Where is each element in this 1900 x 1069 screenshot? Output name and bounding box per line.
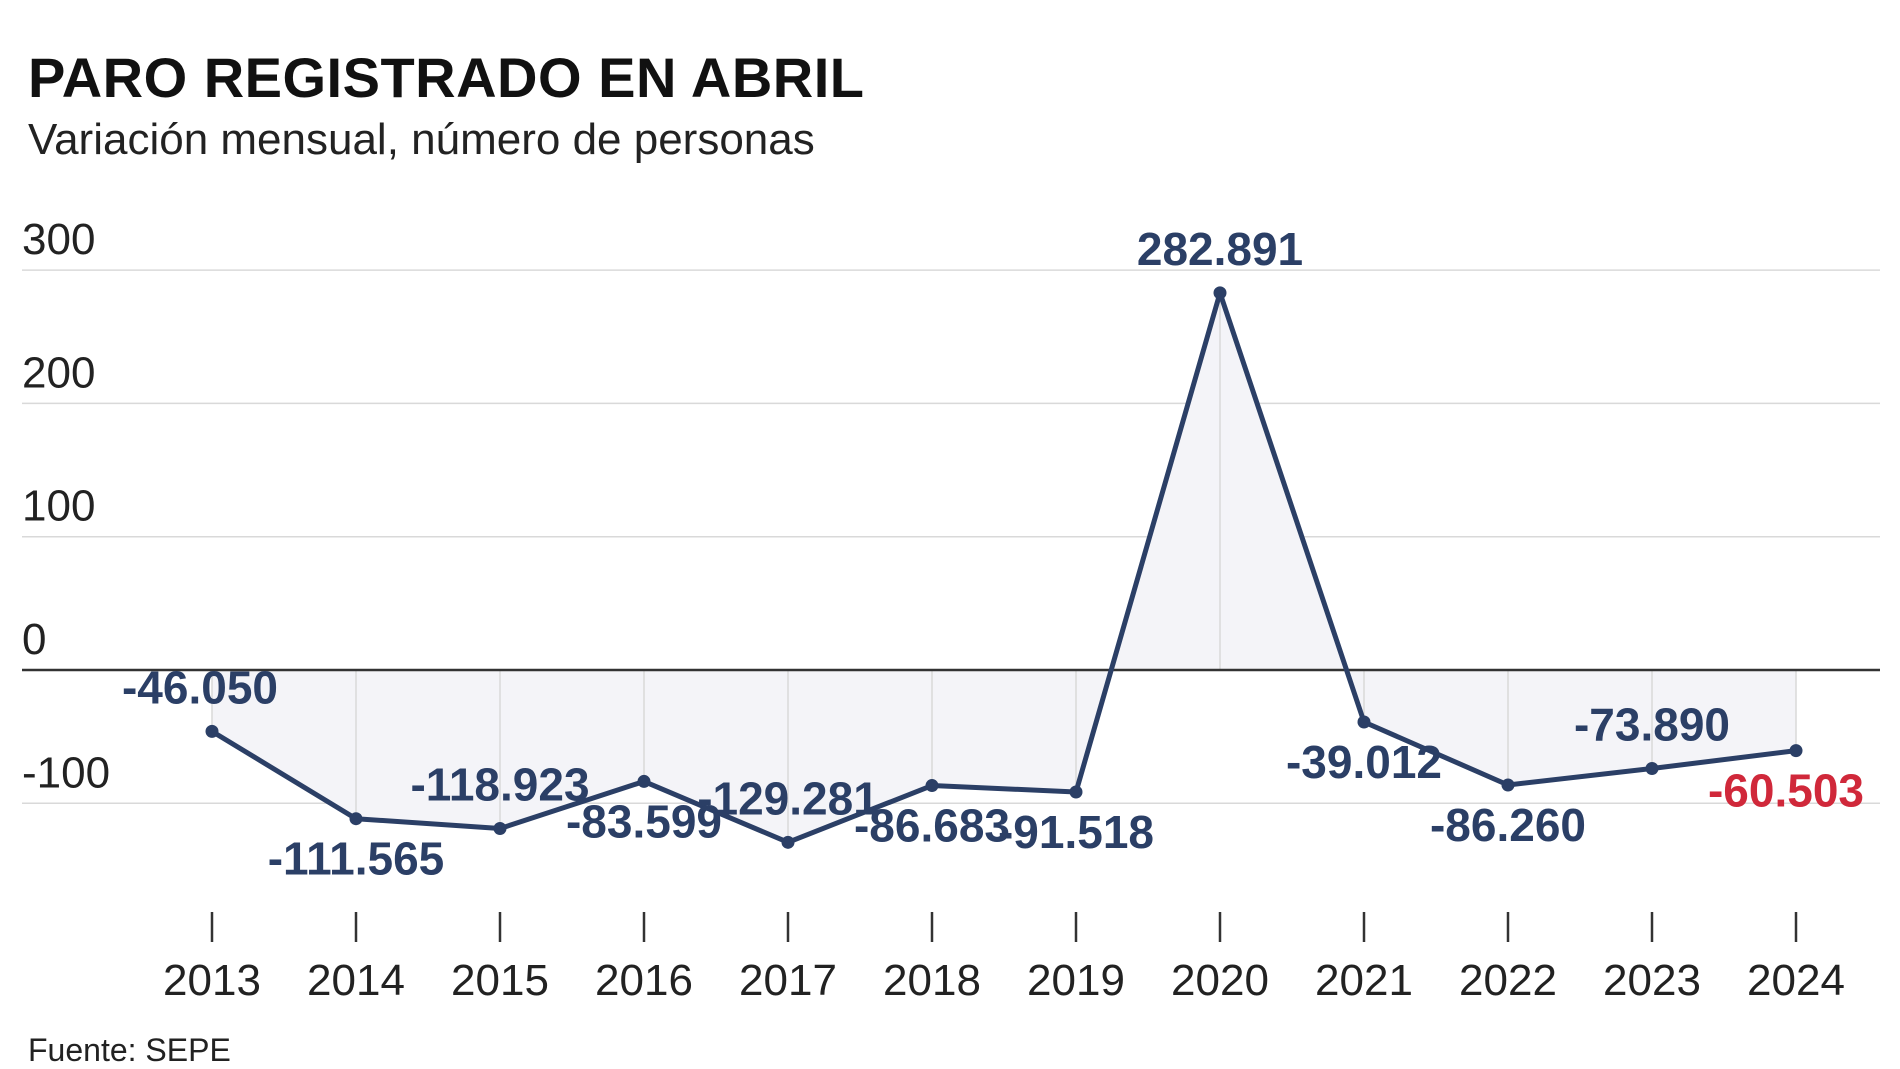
x-tick-label-2017: 2017 — [739, 956, 837, 1005]
data-label-2016: -83.599 — [566, 795, 722, 847]
x-tick-label-2016: 2016 — [595, 956, 693, 1005]
x-tick-label-2015: 2015 — [451, 956, 549, 1005]
data-label-2023: -73.890 — [1574, 698, 1730, 750]
series-polyline — [209, 290, 1799, 845]
point-2021 — [1357, 715, 1371, 729]
series-line — [209, 290, 1799, 845]
y-tick-label-300: 300 — [22, 215, 95, 264]
x-tick-label-2019: 2019 — [1027, 956, 1125, 1005]
data-label-2021: -39.012 — [1286, 736, 1442, 788]
point-2016 — [637, 774, 651, 788]
chart-subtitle: Variación mensual, número de personas — [28, 115, 815, 164]
x-tick-label-2014: 2014 — [307, 956, 405, 1005]
chart-title: PARO REGISTRADO EN ABRIL — [28, 46, 865, 109]
point-2014 — [349, 812, 363, 826]
x-tick-label-2018: 2018 — [883, 956, 981, 1005]
point-2024 — [1789, 744, 1803, 758]
point-2019 — [1069, 785, 1083, 799]
point-2015 — [493, 822, 507, 836]
data-label-2015: -118.923 — [410, 759, 589, 811]
y-tick-label--100: -100 — [22, 748, 110, 797]
y-tick-label-100: 100 — [22, 482, 95, 531]
data-label-2020: 282.891 — [1137, 223, 1303, 275]
point-2013 — [205, 724, 219, 738]
y-axis-ticks: 300 200 100 0 -100 — [22, 215, 110, 797]
data-labels: -46.050-111.565-118.923-83.599-129.281-8… — [122, 223, 1864, 885]
point-2020 — [1213, 286, 1227, 300]
point-2022 — [1501, 778, 1515, 792]
year-guides — [211, 292, 1797, 843]
x-tick-label-2021: 2021 — [1315, 956, 1413, 1005]
x-axis-ticks: 2013 2014 2015 2016 2017 2018 2019 2020 2021 2022… — [163, 912, 1845, 1005]
point-2017 — [781, 835, 795, 849]
point-2023 — [1645, 761, 1659, 775]
data-label-2014: -111.565 — [268, 833, 445, 885]
area-fill — [212, 292, 1796, 843]
data-label-2013: -46.050 — [122, 661, 278, 713]
data-label-2022: -86.260 — [1430, 799, 1586, 851]
data-label-2017: -129.281 — [697, 772, 879, 824]
data-label-2024: -60.503 — [1708, 765, 1864, 817]
area-shape — [212, 292, 1796, 843]
x-tick-label-2020: 2020 — [1171, 956, 1269, 1005]
x-tick-label-2022: 2022 — [1459, 956, 1557, 1005]
source-note: Fuente: SEPE — [28, 1032, 231, 1068]
data-points — [205, 286, 1803, 849]
y-tick-label-200: 200 — [22, 348, 95, 397]
data-label-2019: -91.518 — [998, 806, 1154, 858]
y-tick-label-0: 0 — [22, 615, 46, 664]
x-tick-label-2023: 2023 — [1603, 956, 1701, 1005]
data-label-2018: -86.683 — [854, 800, 1010, 852]
x-tick-label-2024: 2024 — [1747, 956, 1845, 1005]
point-2018 — [925, 779, 939, 793]
x-tick-label-2013: 2013 — [163, 956, 261, 1005]
